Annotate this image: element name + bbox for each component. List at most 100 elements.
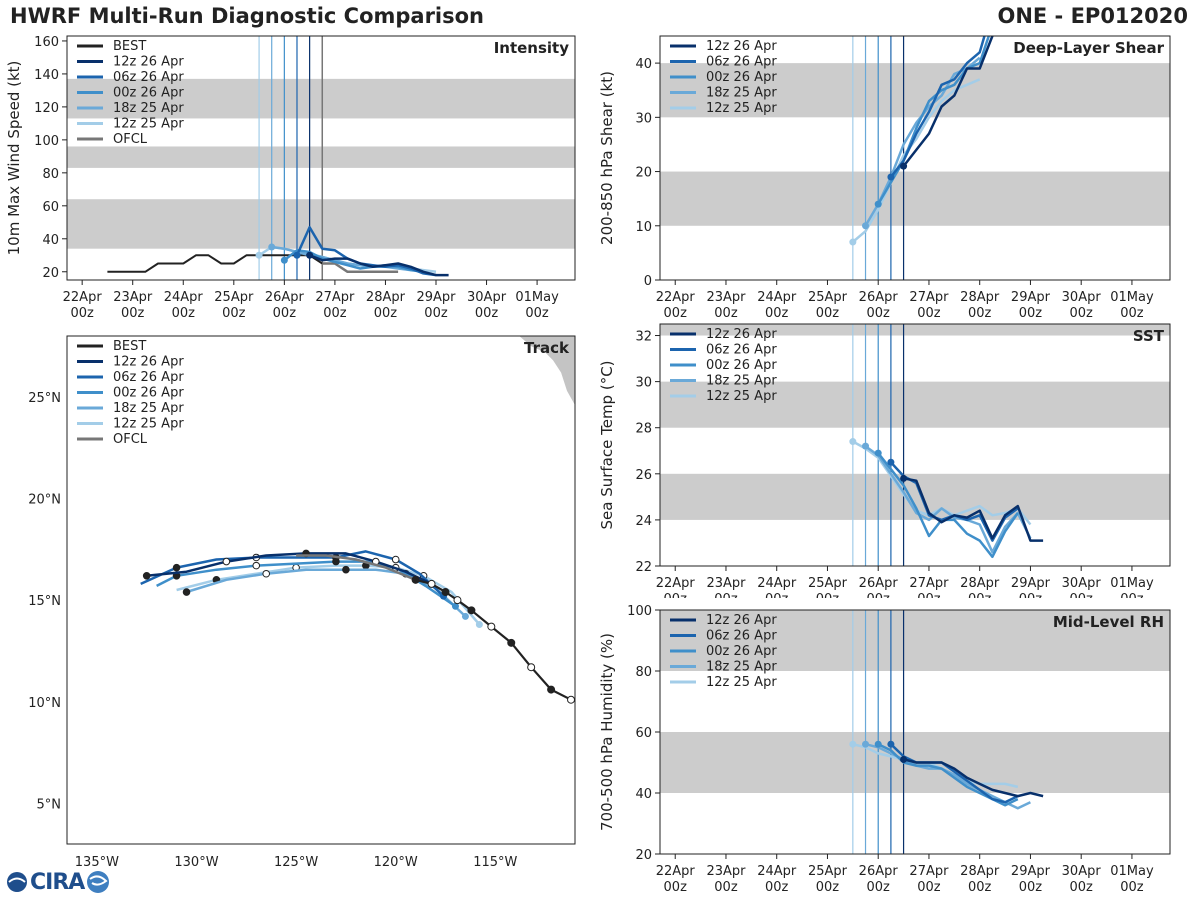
cira-globe-icon bbox=[7, 872, 27, 892]
shear-xtick-hour-4: 00z bbox=[867, 306, 891, 321]
shear-run-line-1 bbox=[889, 36, 986, 178]
track-best-line bbox=[415, 578, 572, 701]
intensity-xtick-hour-3: 00z bbox=[222, 306, 246, 321]
sst-run-start-dot-0 bbox=[900, 474, 908, 482]
shear-ytick-label-0: 0 bbox=[644, 274, 652, 289]
intensity-ytick-label-0: 20 bbox=[42, 266, 59, 281]
rh-xtick-day-5: 27Apr bbox=[909, 864, 949, 879]
rh-xtick-hour-8: 00z bbox=[1070, 880, 1094, 895]
sst-run-line-0 bbox=[903, 477, 1044, 542]
shear-legend-label-1: 06z 26 Apr bbox=[706, 55, 777, 70]
cira-swirl-icon bbox=[87, 871, 110, 893]
track-best-marker-6 bbox=[453, 596, 462, 605]
sst-ytick-label-3: 28 bbox=[635, 422, 652, 437]
intensity-panel-title: Intensity bbox=[494, 39, 570, 57]
sst-legend-label-2: 00z 26 Apr bbox=[706, 358, 777, 373]
rh-chart: 2040608010022Apr00z23Apr00z24Apr00z25Apr… bbox=[598, 604, 1171, 895]
shear-run-start-dot-3 bbox=[862, 222, 870, 230]
sst-legend-label-1: 06z 26 Apr bbox=[706, 343, 777, 358]
track-panel-title: Track bbox=[524, 339, 570, 357]
shear-chart: 01020304022Apr00z23Apr00z24Apr00z25Apr00… bbox=[598, 35, 1171, 321]
intensity-xtick-day-3: 25Apr bbox=[214, 290, 254, 305]
sst-xtick-day-0: 22Apr bbox=[656, 576, 696, 591]
intensity-ytick-label-1: 40 bbox=[42, 233, 59, 248]
intensity-run-start-dot-4 bbox=[255, 251, 263, 259]
rh-xtick-day-2: 24Apr bbox=[757, 864, 797, 879]
shear-xtick-hour-1: 00z bbox=[714, 306, 738, 321]
rh-xtick-hour-4: 00z bbox=[867, 880, 891, 895]
sst-run-start-dot-1 bbox=[887, 458, 895, 466]
track-run-marker-1-2 bbox=[391, 555, 400, 564]
rh-legend-label-4: 12z 25 Apr bbox=[706, 675, 777, 690]
intensity-ytick-label-7: 160 bbox=[34, 35, 59, 50]
track-best-marker-7 bbox=[441, 588, 450, 597]
intensity-band-1 bbox=[67, 146, 575, 168]
shear-xtick-day-7: 29Apr bbox=[1011, 290, 1051, 305]
sst-run-start-dot-3 bbox=[862, 442, 870, 450]
shear-ylabel: 200-850 hPa Shear (kt) bbox=[598, 71, 616, 245]
track-run-start-dot-2 bbox=[451, 602, 459, 610]
shear-band-1 bbox=[660, 63, 1170, 118]
shear-ytick-label-4: 40 bbox=[635, 57, 652, 72]
track-best-marker-0 bbox=[567, 695, 575, 704]
track-best-marker-3 bbox=[507, 638, 516, 647]
rh-xtick-hour-6: 00z bbox=[968, 880, 992, 895]
rh-ytick-label-1: 40 bbox=[635, 787, 652, 802]
shear-xtick-hour-7: 00z bbox=[1019, 306, 1043, 321]
rh-band-1 bbox=[660, 610, 1170, 671]
intensity-plot-area bbox=[67, 36, 575, 280]
sst-xtick-hour-1: 00z bbox=[714, 592, 738, 598]
shear-legend-label-0: 12z 26 Apr bbox=[706, 39, 777, 54]
track-best-marker-8 bbox=[427, 579, 436, 588]
track-best-marker-4 bbox=[487, 622, 496, 631]
track-run-marker-3-4 bbox=[342, 565, 350, 574]
intensity-run-start-dot-0 bbox=[306, 251, 314, 259]
sst-xtick-day-2: 24Apr bbox=[757, 576, 797, 591]
sst-panel-title: SST bbox=[1133, 327, 1165, 345]
track-lon-label-1: 130°W bbox=[174, 855, 218, 868]
rh-ytick-label-4: 100 bbox=[627, 604, 652, 619]
sst-run-line-3 bbox=[864, 445, 1032, 554]
rh-xtick-hour-9: 00z bbox=[1120, 880, 1144, 895]
shear-xtick-day-4: 26Apr bbox=[859, 290, 899, 305]
shear-frame bbox=[659, 35, 1171, 281]
land-peninsula-tip bbox=[543, 336, 560, 345]
shear-xtick-day-8: 30Apr bbox=[1062, 290, 1102, 305]
track-run-start-dot-4 bbox=[475, 621, 483, 629]
intensity-run-line-0 bbox=[309, 254, 449, 277]
shear-xtick-day-3: 25Apr bbox=[808, 290, 848, 305]
sst-xtick-hour-6: 00z bbox=[968, 592, 992, 598]
intensity-band-2 bbox=[67, 78, 575, 119]
rh-ytick-label-0: 20 bbox=[635, 848, 652, 863]
track-ofcl-line bbox=[296, 554, 417, 581]
sst-run-start-dot-2 bbox=[874, 449, 882, 457]
intensity-run-start-dot-2 bbox=[280, 256, 288, 264]
intensity-legend-label-1: 12z 26 Apr bbox=[113, 55, 184, 70]
track-lon-label-3: 120°W bbox=[374, 855, 418, 868]
sst-plot-area bbox=[660, 324, 1170, 566]
sst-xtick-hour-4: 00z bbox=[867, 592, 891, 598]
track-run-marker-0-6 bbox=[222, 557, 231, 566]
intensity-xtick-day-9: 01May bbox=[515, 290, 559, 305]
rh-xtick-day-1: 23Apr bbox=[706, 864, 746, 879]
sst-xtick-day-7: 29Apr bbox=[1011, 576, 1051, 591]
rh-xtick-hour-1: 00z bbox=[714, 880, 738, 895]
track-run-line-4 bbox=[176, 564, 481, 626]
intensity-xtick-day-6: 28Apr bbox=[366, 290, 406, 305]
intensity-legend-label-6: OFCL bbox=[113, 132, 148, 147]
shear-xtick-hour-9: 00z bbox=[1120, 306, 1144, 321]
track-lat-label-1: 10°N bbox=[28, 696, 61, 711]
rh-legend-label-2: 00z 26 Apr bbox=[706, 644, 777, 659]
rh-ylabel: 700-500 hPa Humidity (%) bbox=[598, 633, 616, 831]
track-lon-label-2: 125°W bbox=[274, 855, 318, 868]
rh-run-start-dot-1 bbox=[887, 740, 895, 748]
rh-run-start-dot-4 bbox=[849, 740, 857, 748]
intensity-xtick-day-5: 27Apr bbox=[315, 290, 355, 305]
intensity-legend-label-0: BEST bbox=[113, 39, 146, 54]
shear-panel-title: Deep-Layer Shear bbox=[1013, 39, 1164, 57]
rh-ytick-label-3: 80 bbox=[635, 665, 652, 680]
intensity-legend-label-2: 06z 26 Apr bbox=[113, 70, 184, 85]
sst-xtick-hour-9: 00z bbox=[1120, 592, 1144, 598]
sst-chart: 22242628303222Apr00z23Apr00z24Apr00z25Ap… bbox=[598, 323, 1171, 598]
